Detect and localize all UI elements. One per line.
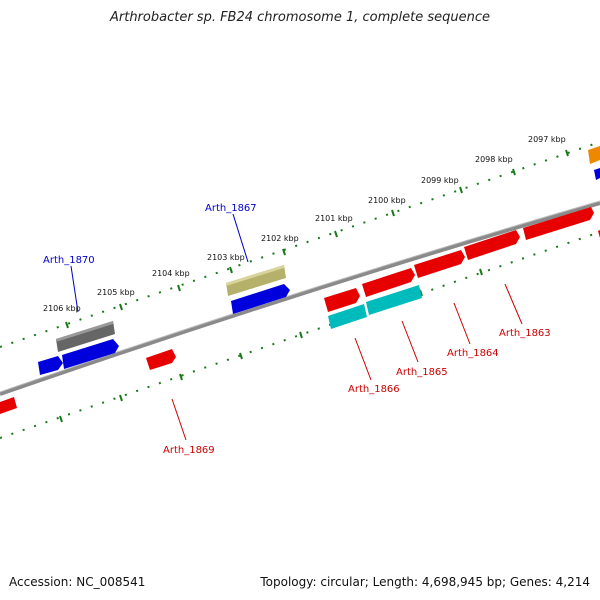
backbone bbox=[0, 201, 600, 396]
tick-label: 2098 kbp bbox=[475, 155, 513, 164]
gene-arth-1864[interactable] bbox=[464, 230, 520, 260]
gene-arth-1867[interactable] bbox=[226, 265, 286, 296]
gene-label-arth-1866: Arth_1866 bbox=[348, 384, 400, 395]
gene-arth-1863[interactable] bbox=[523, 207, 594, 240]
gene-blue[interactable] bbox=[231, 284, 290, 314]
tick-label: 2103 kbp bbox=[207, 253, 245, 262]
tick-label: 2099 kbp bbox=[421, 176, 459, 185]
gene-label-arth-1867: Arth_1867 bbox=[205, 203, 257, 214]
gene-red[interactable] bbox=[324, 288, 360, 312]
reverse-genes bbox=[0, 207, 600, 414]
gene-cyan[interactable] bbox=[328, 304, 367, 329]
accession-text: Accession: NC_008541 bbox=[9, 575, 146, 589]
gene-label-arth-1863: Arth_1863 bbox=[499, 328, 551, 339]
tick-label: 2097 kbp bbox=[528, 135, 566, 144]
gene-orange[interactable] bbox=[588, 146, 600, 164]
gene-arth-1866[interactable] bbox=[362, 268, 415, 297]
gene-label-arth-1870: Arth_1870 bbox=[43, 255, 95, 266]
tick-label: 2105 kbp bbox=[97, 288, 135, 297]
tick-label: 2106 kbp bbox=[43, 304, 81, 313]
gene-label-arth-1865: Arth_1865 bbox=[396, 367, 448, 378]
summary-text: Topology: circular; Length: 4,698,945 bp… bbox=[260, 575, 590, 589]
label-connectors bbox=[70, 213, 523, 441]
tick-label: 2104 kbp bbox=[152, 269, 190, 278]
gene-blue[interactable] bbox=[62, 339, 119, 369]
gene-arth-1869[interactable] bbox=[146, 349, 176, 370]
gene-arth-1865[interactable] bbox=[414, 250, 465, 278]
tick-label: 2100 kbp bbox=[368, 196, 406, 205]
gene-cyan[interactable] bbox=[366, 285, 422, 315]
gene-blue[interactable] bbox=[38, 356, 63, 375]
major-ticks bbox=[59, 149, 569, 423]
map-title: Arthrobacter sp. FB24 chromosome 1, comp… bbox=[109, 10, 491, 25]
outer-tick-track bbox=[0, 141, 600, 348]
gene-blue[interactable] bbox=[594, 168, 600, 180]
tick-label: 2102 kbp bbox=[261, 234, 299, 243]
gene-red[interactable] bbox=[0, 397, 17, 414]
gene-arth-1870[interactable] bbox=[56, 321, 115, 352]
forward-genes bbox=[38, 146, 600, 375]
gene-label-arth-1864: Arth_1864 bbox=[447, 348, 499, 359]
gene-label-arth-1869: Arth_1869 bbox=[163, 445, 215, 456]
tick-label: 2101 kbp bbox=[315, 214, 353, 223]
inner-tick-track bbox=[0, 231, 600, 439]
